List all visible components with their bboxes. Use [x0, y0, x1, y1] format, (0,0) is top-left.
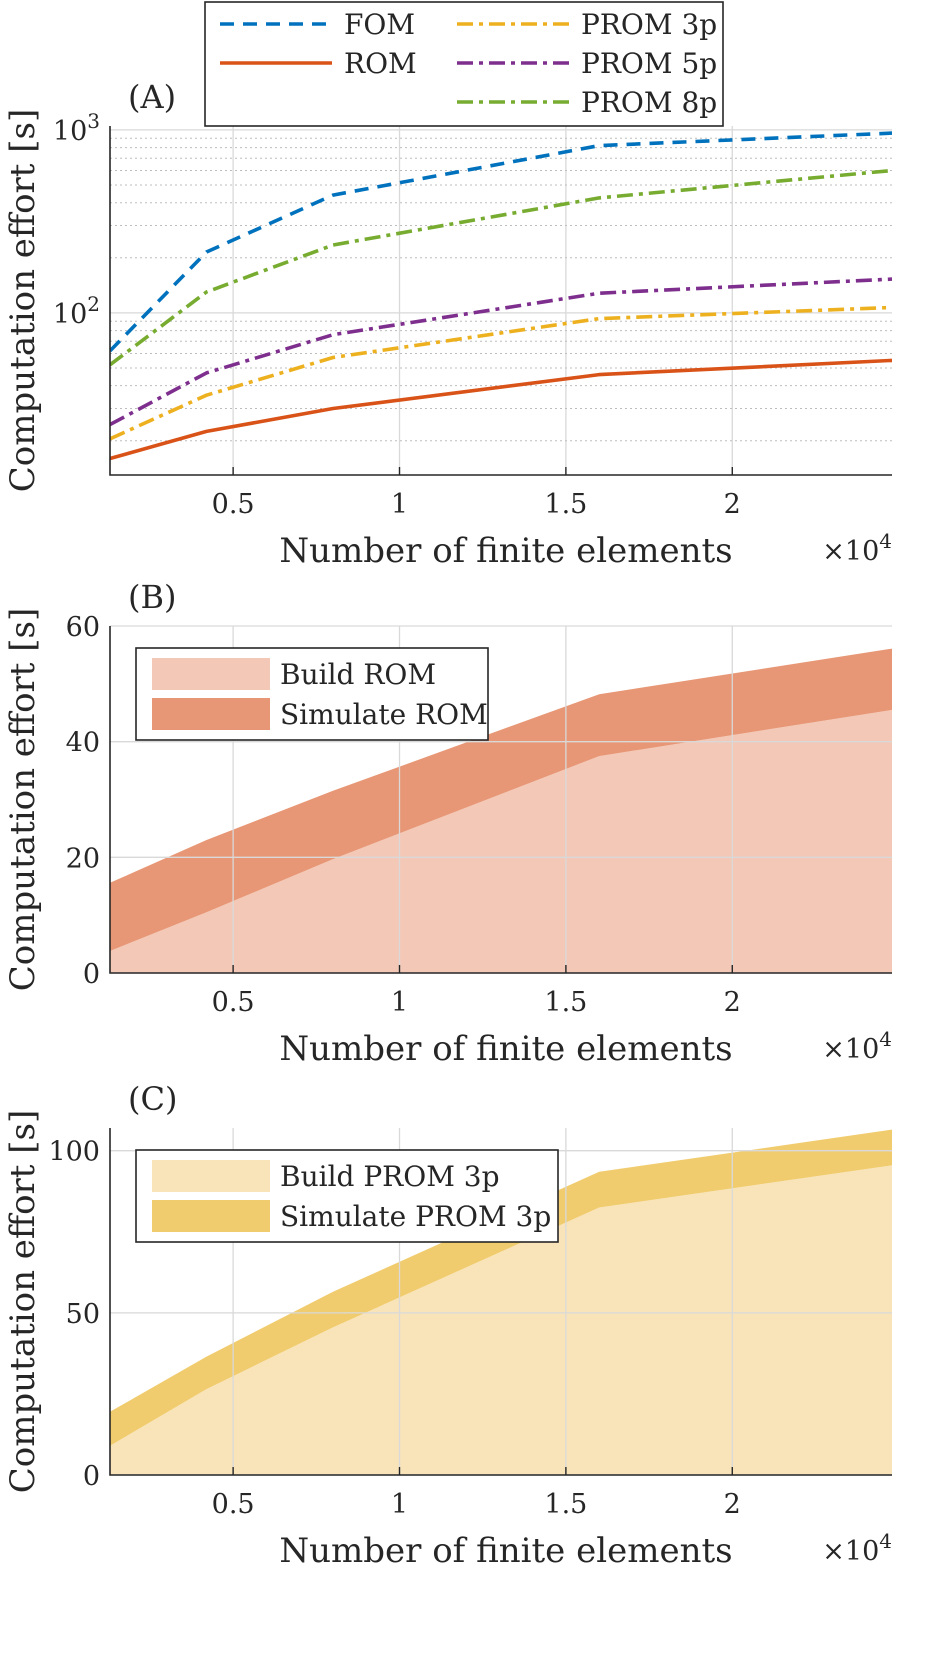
y-tick-label: 50 [66, 1299, 100, 1330]
y-tick-label-base: 10 [53, 116, 87, 147]
x-exponent-label-base: ×10 [822, 536, 879, 567]
y-tick-label: 0 [83, 959, 100, 990]
x-tick-label: 0.5 [212, 489, 255, 520]
y-tick-label: 60 [66, 612, 100, 643]
legend-label: Build PROM 3p [280, 1160, 500, 1193]
legend: Build PROM 3p Simulate PROM 3p [135, 1149, 559, 1243]
x-tick-label: 1 [391, 1489, 408, 1520]
legend: FOM ROM PROM 3p PROM 5p PROM 8p [204, 1, 724, 127]
x-tick-label: 0.5 [212, 987, 255, 1018]
x-tick-label: 2 [724, 1489, 741, 1520]
legend-label: Simulate PROM 3p [280, 1200, 551, 1233]
x-exponent-label: ×104 [822, 1027, 892, 1065]
series-line-prom-3p [110, 305, 892, 441]
y-tick-label-exponent: 3 [87, 109, 100, 133]
legend-label: Simulate ROM [280, 698, 488, 731]
y-tick-label: 100 [48, 1137, 100, 1168]
legend-swatch [152, 1160, 270, 1192]
x-tick-label: 2 [724, 489, 741, 520]
panel-label: (B) [128, 578, 176, 616]
legend-label: ROM [344, 47, 417, 80]
legend-label: Build ROM [280, 658, 436, 691]
y-tick-label-exponent: 2 [87, 292, 100, 316]
y-tick-label: 102 [53, 292, 100, 330]
y-tick-label: 40 [66, 728, 100, 759]
panel-label: (C) [128, 1080, 177, 1118]
x-tick-label: 1.5 [544, 1489, 587, 1520]
panel-label: (A) [128, 78, 176, 116]
series-line-fom [110, 131, 892, 353]
axes [109, 126, 892, 476]
y-tick-label-base: 10 [53, 299, 87, 330]
axes [109, 626, 892, 974]
x-exponent-label-exponent: 4 [879, 529, 892, 553]
legend-swatch [152, 1200, 270, 1232]
x-axis-label: Number of finite elements [279, 1531, 732, 1571]
series-line-rom [110, 358, 892, 461]
x-tick-label: 2 [724, 987, 741, 1018]
x-exponent-label: ×104 [822, 1529, 892, 1567]
x-tick-label: 1 [391, 489, 408, 520]
legend: Build ROM Simulate ROM [135, 647, 489, 741]
legend-label: PROM 8p [581, 86, 717, 119]
legend-swatch [152, 658, 270, 690]
y-tick-label: 0 [83, 1461, 100, 1492]
legend-label: PROM 5p [581, 47, 717, 80]
area-simulate-prom-3p [110, 1129, 892, 1446]
x-exponent-label-exponent: 4 [879, 1529, 892, 1553]
area-build-prom-3p [110, 1165, 892, 1475]
panel-c: 0.5 1 1.5 2 0 50 100 Number of finite elements C… [3, 1080, 892, 1571]
y-axis-label: Computation effort [s] [3, 109, 43, 492]
x-exponent-label-base: ×10 [822, 1536, 879, 1567]
x-tick-label: 1 [391, 987, 408, 1018]
x-tick-label: 1.5 [544, 987, 587, 1018]
x-tick-label: 1.5 [544, 489, 587, 520]
x-exponent-label-base: ×10 [822, 1034, 879, 1065]
area-simulate-rom [110, 648, 892, 951]
legend-swatch [152, 698, 270, 730]
x-axis-label: Number of finite elements [279, 1029, 732, 1069]
y-tick-label: 20 [66, 843, 100, 874]
x-axis-label: Number of finite elements [279, 531, 732, 571]
axes [109, 1128, 892, 1476]
x-exponent-label-exponent: 4 [879, 1027, 892, 1051]
legend-label: PROM 3p [581, 8, 717, 41]
series-line-prom-5p [110, 277, 892, 427]
legend-label: FOM [344, 8, 415, 41]
y-axis-label: Computation effort [s] [3, 1110, 43, 1493]
x-tick-label: 0.5 [212, 1489, 255, 1520]
area-build-rom [110, 709, 892, 973]
series-line-prom-8p [110, 168, 892, 367]
y-axis-label: Computation effort [s] [3, 608, 43, 991]
y-tick-label: 103 [53, 109, 100, 147]
x-exponent-label: ×104 [822, 529, 892, 567]
